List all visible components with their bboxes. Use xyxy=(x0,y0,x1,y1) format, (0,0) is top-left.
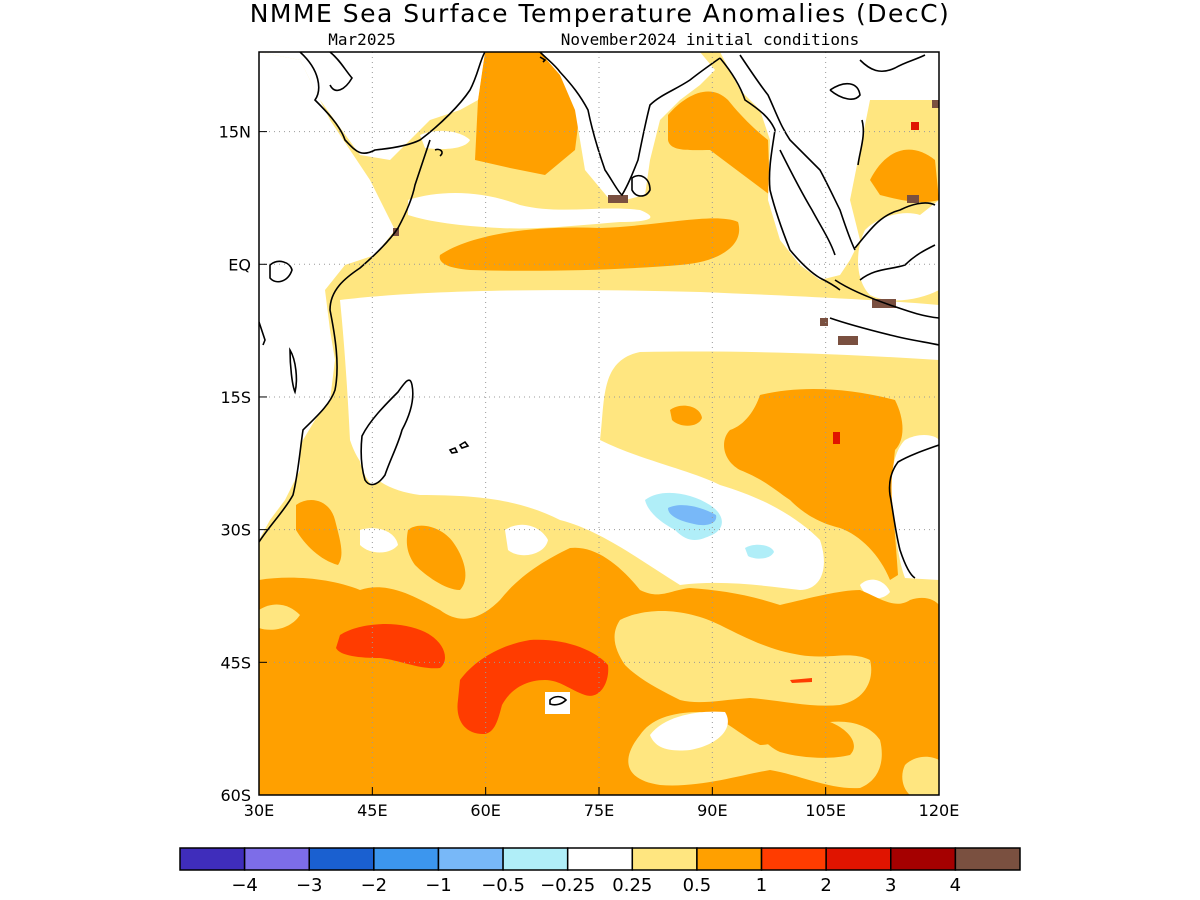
map-area xyxy=(259,52,939,795)
colorbar-swatch xyxy=(373,847,440,871)
valid-month-label: Mar2025 xyxy=(328,30,395,49)
colorbar-label: 0.5 xyxy=(683,875,712,896)
colorbar-swatch xyxy=(954,847,1021,871)
latitude-tick-label: EQ xyxy=(228,255,251,274)
longitude-axis: 30E 45E 60E 75E 90E 105E 120E xyxy=(244,787,960,820)
colorbar-label: −4 xyxy=(231,875,258,896)
colorbar: −4 −3 −2 −1 −0.5 −0.25 0.25 0.5 1 2 3 4 xyxy=(179,847,1021,896)
colorbar-swatch xyxy=(760,847,827,871)
colorbar-swatch xyxy=(179,847,246,871)
longitude-tick-label: 75E xyxy=(584,801,614,820)
colorbar-label: 2 xyxy=(820,875,831,896)
colorbar-label: 0.25 xyxy=(612,875,652,896)
latitude-tick-label: 15S xyxy=(220,388,251,407)
colorbar-label: −2 xyxy=(361,875,388,896)
colorbar-swatch xyxy=(566,847,634,871)
longitude-tick-label: 120E xyxy=(919,801,960,820)
latitude-tick-label: 45S xyxy=(220,653,251,672)
coastlines xyxy=(259,52,939,706)
init-conditions-label: November2024 initial conditions xyxy=(561,30,860,49)
strong-anomaly-regions xyxy=(336,122,919,735)
latitude-tick-label: 60S xyxy=(220,786,251,805)
colorbar-label: −0.25 xyxy=(540,875,595,896)
longitude-tick-label: 90E xyxy=(697,801,727,820)
colorbar-swatch xyxy=(631,847,698,871)
cool-anomaly-region xyxy=(645,492,774,559)
latitude-tick-label: 30S xyxy=(220,521,251,540)
map-title: NMME Sea Surface Temperature Anomalies (… xyxy=(250,0,951,28)
colorbar-label: 1 xyxy=(756,875,767,896)
colorbar-swatch xyxy=(502,847,569,871)
colorbar-label: 4 xyxy=(950,875,961,896)
longitude-tick-label: 60E xyxy=(470,801,500,820)
map-gridlines xyxy=(259,52,939,795)
colorbar-swatch xyxy=(243,847,310,871)
colorbar-label: −0.5 xyxy=(481,875,525,896)
colorbar-swatch xyxy=(696,847,763,871)
longitude-tick-label: 30E xyxy=(244,801,274,820)
colorbar-swatch xyxy=(437,847,504,871)
colorbar-label: −3 xyxy=(296,875,323,896)
latitude-axis: 15N EQ 15S 30S 45S 60S xyxy=(219,123,267,805)
colorbar-swatch xyxy=(890,847,957,871)
land-areas xyxy=(259,52,939,714)
latitude-tick-label: 15N xyxy=(219,123,251,142)
colorbar-label: −1 xyxy=(425,875,452,896)
colorbar-label: 3 xyxy=(885,875,896,896)
colorbar-swatch xyxy=(308,847,375,871)
longitude-tick-label: 105E xyxy=(805,801,846,820)
colorbar-swatch xyxy=(825,847,892,871)
longitude-tick-label: 45E xyxy=(357,801,387,820)
